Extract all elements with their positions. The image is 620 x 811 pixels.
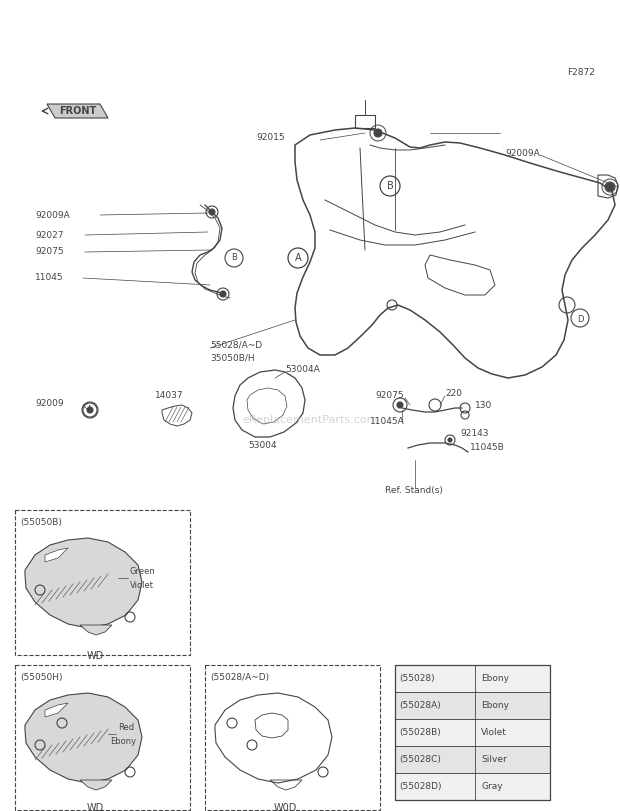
Text: (55050H): (55050H) (20, 673, 63, 682)
Text: (55028A): (55028A) (399, 701, 441, 710)
Text: 11045B: 11045B (470, 444, 505, 453)
Circle shape (209, 209, 215, 215)
Text: (55028): (55028) (399, 674, 435, 683)
Bar (395, 773, 550, 800)
Text: Gray: Gray (481, 782, 503, 791)
Text: (55028C): (55028C) (399, 755, 441, 764)
Text: 92143: 92143 (460, 428, 489, 437)
Text: Green: Green (130, 568, 156, 577)
Text: FRONT: FRONT (60, 106, 97, 116)
Bar (395, 746, 550, 773)
Bar (15, 510, 190, 655)
Text: 55028/A~D: 55028/A~D (210, 341, 262, 350)
Text: 53004A: 53004A (285, 366, 320, 375)
Text: (55050B): (55050B) (20, 518, 62, 527)
Circle shape (374, 129, 382, 137)
Text: B: B (387, 181, 393, 191)
Text: (55028B): (55028B) (399, 728, 441, 737)
Text: Violet: Violet (481, 728, 507, 737)
Circle shape (397, 402, 403, 408)
Text: B: B (231, 254, 237, 263)
Text: 130: 130 (475, 401, 492, 410)
Text: F2872: F2872 (567, 68, 595, 77)
Polygon shape (45, 703, 68, 717)
Text: A: A (87, 406, 92, 414)
Text: (55028D): (55028D) (399, 782, 441, 791)
Text: Ebony: Ebony (481, 701, 509, 710)
Polygon shape (25, 693, 142, 783)
Text: 53004: 53004 (249, 441, 277, 450)
Text: 14037: 14037 (155, 391, 184, 400)
Text: WD: WD (86, 803, 104, 811)
Text: 220: 220 (445, 388, 462, 397)
Text: A: A (294, 253, 301, 263)
Text: Ebony: Ebony (110, 737, 136, 746)
Bar (15, 665, 190, 810)
Text: 92009: 92009 (35, 398, 64, 407)
Text: D: D (577, 315, 583, 324)
Text: 35050B/H: 35050B/H (210, 354, 255, 363)
Bar (395, 719, 550, 746)
Bar (395, 665, 550, 692)
Circle shape (87, 407, 93, 413)
Text: Ref. Stand(s): Ref. Stand(s) (385, 486, 443, 495)
Text: (55028/A~D): (55028/A~D) (210, 673, 269, 682)
Polygon shape (80, 780, 112, 790)
Text: 92015: 92015 (257, 134, 285, 143)
Polygon shape (80, 625, 112, 635)
Circle shape (448, 438, 452, 442)
Polygon shape (47, 104, 108, 118)
Text: Ebony: Ebony (481, 674, 509, 683)
Bar (395, 692, 550, 719)
Circle shape (606, 183, 614, 191)
Text: 11045: 11045 (35, 273, 64, 282)
Text: Silver: Silver (481, 755, 507, 764)
Polygon shape (45, 548, 68, 562)
Text: eReplacementParts.com: eReplacementParts.com (242, 415, 378, 425)
Polygon shape (25, 538, 142, 628)
Text: W0D: W0D (273, 803, 297, 811)
Bar (395, 665, 550, 800)
Text: 11045A: 11045A (370, 418, 405, 427)
Text: 92075: 92075 (375, 391, 404, 400)
Text: Violet: Violet (130, 581, 154, 590)
Bar (205, 665, 380, 810)
Text: 92009A: 92009A (35, 211, 69, 220)
Text: Red: Red (118, 723, 134, 732)
Text: 92027: 92027 (35, 230, 63, 239)
Circle shape (220, 291, 226, 297)
Text: 92009A: 92009A (505, 148, 540, 157)
Text: WD: WD (86, 651, 104, 661)
Text: 92075: 92075 (35, 247, 64, 256)
